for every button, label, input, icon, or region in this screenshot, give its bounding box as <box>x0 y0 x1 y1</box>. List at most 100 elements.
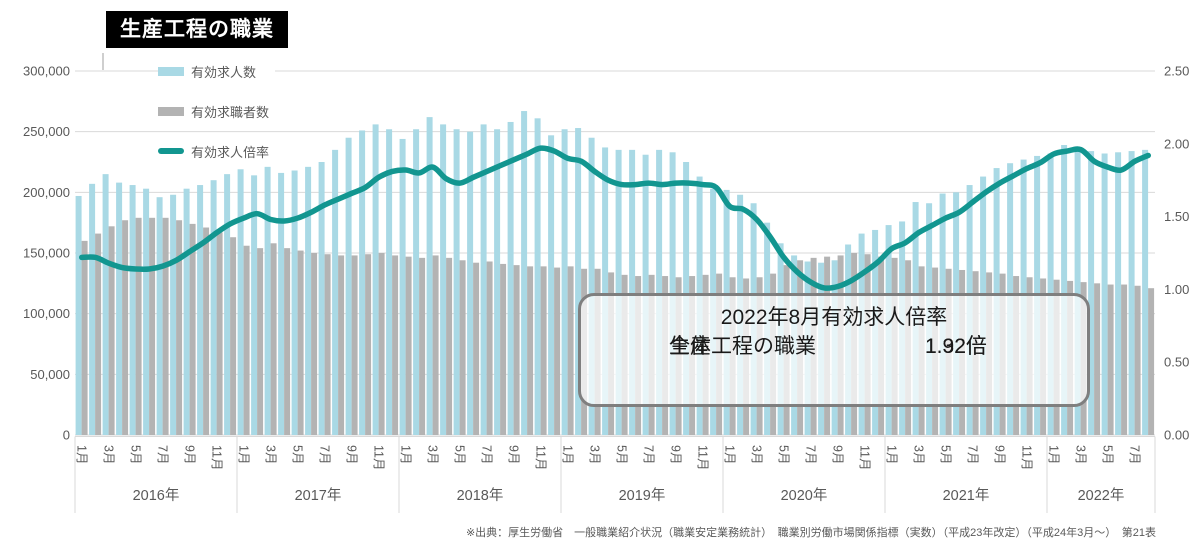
ratio-line <box>79 145 1151 291</box>
bar-seekers <box>270 243 277 435</box>
bar-seekers <box>567 266 574 435</box>
bar-seekers <box>419 257 426 435</box>
y-axis-left-label: 300,000 <box>23 64 70 79</box>
bar-openings <box>278 172 285 436</box>
month-label: 11月 <box>857 445 871 470</box>
bar-seekers <box>1121 284 1128 435</box>
year-label: 2017年 <box>295 487 342 504</box>
bar-openings <box>575 128 582 435</box>
y-axis-left-label: 0 <box>63 428 70 443</box>
month-label: 11月 <box>1019 445 1033 470</box>
annotation-label: 全体 <box>669 335 711 358</box>
month-label: 11月 <box>695 445 709 470</box>
month-label: 11月 <box>533 445 547 470</box>
bar-openings <box>359 130 366 435</box>
month-label: 3月 <box>263 445 277 464</box>
y-axis-left-label: 250,000 <box>23 124 70 139</box>
legend-item-seekers: 有効求職者数 <box>158 98 276 124</box>
bar-seekers <box>473 262 480 435</box>
ratio-line-swatch-icon <box>158 148 184 154</box>
year-label: 2016年 <box>133 487 180 504</box>
bar-openings <box>345 137 352 435</box>
bar-openings <box>116 182 123 435</box>
bar-openings <box>507 121 514 436</box>
bar-seekers <box>486 261 493 435</box>
source-note: ※出典：厚生労働省 一般職業紹介状況（職業安定業務統計） 職業別労働市場関係指標… <box>465 527 1156 539</box>
annotation-value: 1.92倍 <box>925 335 987 358</box>
bar-seekers <box>446 257 453 435</box>
bar-seekers <box>122 220 129 435</box>
month-label: 7月 <box>479 445 493 464</box>
bar-seekers <box>1107 284 1114 435</box>
y-axis-right-label: 1.50 <box>1164 209 1189 224</box>
bar-seekers <box>81 240 88 435</box>
y-axis-right-label: 1.00 <box>1164 282 1189 297</box>
bar-openings <box>102 174 109 435</box>
month-label: 1月 <box>884 445 898 464</box>
bar-seekers <box>351 255 358 435</box>
bar-seekers <box>459 260 466 435</box>
bar-openings <box>656 149 663 435</box>
bar-openings <box>1128 151 1135 435</box>
bar-seekers <box>392 255 399 435</box>
y-axis-left-label: 50,000 <box>30 367 70 382</box>
bar-openings <box>629 149 636 435</box>
month-label: 3月 <box>911 445 925 464</box>
bar-openings <box>156 197 163 435</box>
annotation-label: 生産工程の職業 <box>669 335 816 358</box>
month-label: 5月 <box>938 445 952 464</box>
bar-seekers <box>297 250 304 435</box>
y-axis-left-label: 200,000 <box>23 185 70 200</box>
bar-seekers <box>311 253 318 435</box>
month-label: 7月 <box>803 445 817 464</box>
bar-openings <box>291 170 298 435</box>
bar-seekers <box>405 256 412 435</box>
month-label: 9月 <box>830 445 844 464</box>
bar-seekers <box>162 217 169 435</box>
bar-openings <box>426 117 433 436</box>
month-label: 7月 <box>317 445 331 464</box>
year-label: 2022年 <box>1078 487 1125 504</box>
bar-seekers <box>378 253 385 435</box>
openings-bar-swatch-icon <box>158 66 184 76</box>
bar-openings <box>480 124 487 436</box>
bar-seekers <box>108 226 115 435</box>
bar-openings <box>615 149 622 435</box>
bar-openings <box>1115 152 1122 435</box>
month-label: 1月 <box>74 445 88 464</box>
bar-openings <box>210 180 217 435</box>
bar-openings <box>1074 147 1081 435</box>
bar-openings <box>588 137 595 435</box>
bar-openings <box>1101 153 1108 436</box>
bar-seekers <box>338 255 345 435</box>
bar-openings <box>372 124 379 436</box>
month-label: 1月 <box>560 445 574 464</box>
legend-label: 有効求人倍率 <box>191 144 270 160</box>
bar-openings <box>521 111 528 435</box>
y-axis-left-label: 100,000 <box>23 306 70 321</box>
y-axis-right-label: 0.50 <box>1164 355 1189 370</box>
month-label: 5月 <box>452 445 466 464</box>
bar-openings <box>602 147 609 435</box>
bar-seekers <box>554 267 561 435</box>
year-label: 2021年 <box>943 487 990 504</box>
y-axis-right-label: 2.50 <box>1164 64 1189 79</box>
month-label: 5月 <box>614 445 628 464</box>
legend-item-openings: 有効求人数 <box>158 58 276 84</box>
month-label: 5月 <box>776 445 790 464</box>
bar-openings <box>75 195 82 435</box>
bar-seekers <box>1148 288 1155 435</box>
year-label: 2020年 <box>781 487 828 504</box>
month-label: 11月 <box>209 445 223 470</box>
bar-openings <box>453 129 460 436</box>
month-label: 3月 <box>425 445 439 464</box>
year-label: 2018年 <box>457 487 504 504</box>
bar-openings <box>534 118 541 435</box>
bar-seekers <box>432 255 439 435</box>
month-label: 3月 <box>101 445 115 464</box>
month-label: 5月 <box>1100 445 1114 464</box>
bar-seekers <box>527 266 534 435</box>
bar-openings <box>183 188 190 435</box>
bar-seekers <box>135 217 142 435</box>
